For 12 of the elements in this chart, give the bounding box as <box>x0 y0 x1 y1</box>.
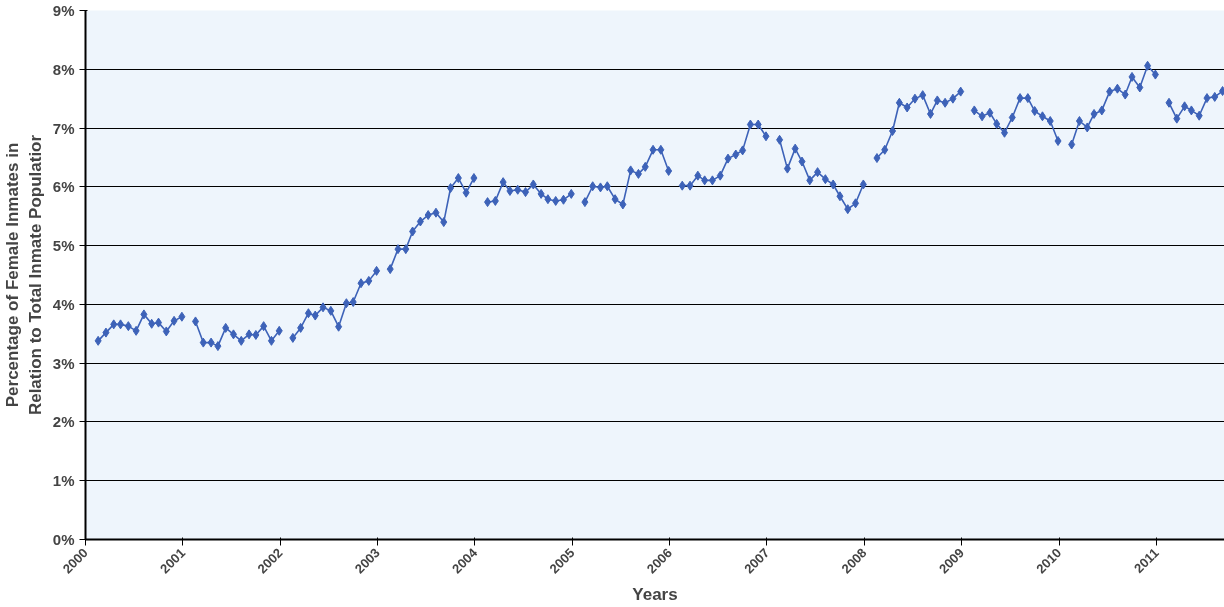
y-tick-label: 8% <box>52 60 75 78</box>
y-tick-label: 4% <box>52 295 75 313</box>
y-tick-label: 5% <box>52 237 75 255</box>
y-axis-title: Percentage of Female Inmates in Relation to Total Inmate Populatior <box>3 134 45 416</box>
y-tick-label: 0% <box>52 531 75 548</box>
x-axis-title: Years <box>632 585 678 605</box>
y-tick-label: 1% <box>52 472 75 490</box>
y-tick-label: 2% <box>52 413 75 431</box>
y-tick-label: 3% <box>52 354 75 372</box>
y-tick-label: 7% <box>52 119 75 137</box>
y-tick-label: 6% <box>52 178 75 196</box>
y-tick-label: 9% <box>52 2 75 19</box>
